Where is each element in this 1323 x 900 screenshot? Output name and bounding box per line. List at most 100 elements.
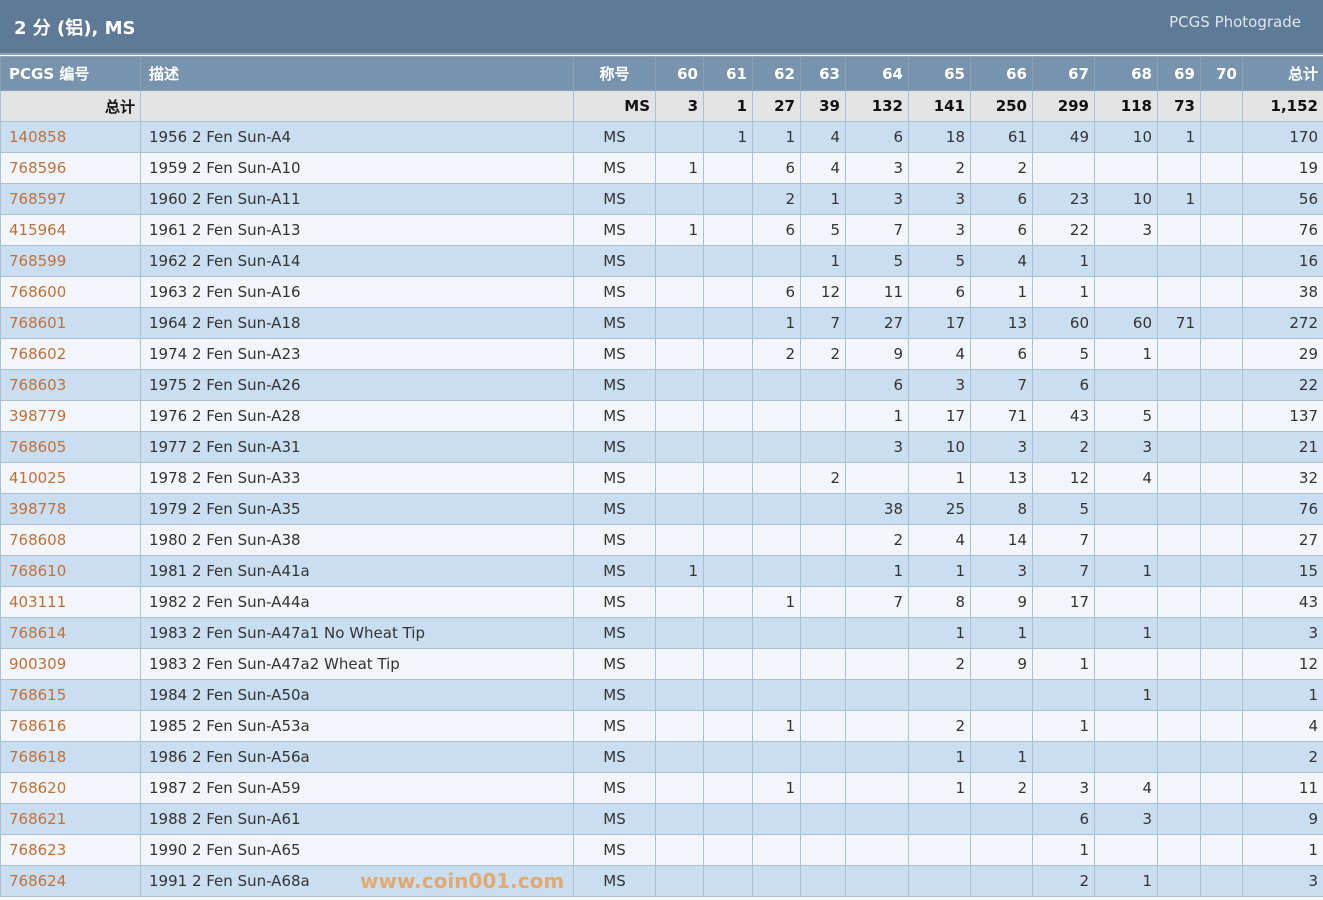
table-row: 768596 1959 2 Fen Sun-A10 MS 1 6 4 3 2 2 19	[0, 152, 1323, 184]
pcgs-code-link[interactable]: 768599	[0, 245, 141, 277]
col-grade-69[interactable]: 69	[1157, 56, 1201, 91]
pcgs-code-link[interactable]: 768610	[0, 555, 141, 587]
pcgs-code-link[interactable]: 768618	[0, 741, 141, 773]
grade-count-cell: 43	[1032, 400, 1095, 432]
grade-count-cell	[800, 555, 846, 587]
grade-count-cell	[655, 307, 704, 339]
col-grade-68[interactable]: 68	[1094, 56, 1158, 91]
pcgs-code-link[interactable]: 768608	[0, 524, 141, 556]
table-row: 768599 1962 2 Fen Sun-A14 MS 1 5 5 4 1 16	[0, 245, 1323, 277]
grade-count-cell	[845, 772, 909, 804]
row-total: 3	[1242, 865, 1323, 897]
table-row: 768615 1984 2 Fen Sun-A50a MS 1 1	[0, 679, 1323, 711]
column-header-row: PCGS 编号 描述 称号 60 61 62 63 64 65 66 67 68 69 70 总计	[0, 56, 1323, 91]
pcgs-code-link[interactable]: 398779	[0, 400, 141, 432]
grade-count-cell	[1200, 865, 1243, 897]
pcgs-code-link[interactable]: 768603	[0, 369, 141, 401]
table-row: 768608 1980 2 Fen Sun-A38 MS 2 4 14 7 27	[0, 524, 1323, 556]
grade-count-cell	[703, 369, 753, 401]
pcgs-code-link[interactable]: 768602	[0, 338, 141, 370]
grade-count-cell	[655, 710, 704, 742]
grade-count-cell: 2	[970, 152, 1033, 184]
grade-count-cell	[752, 865, 801, 897]
col-total[interactable]: 总计	[1242, 56, 1323, 91]
col-grade-60[interactable]: 60	[655, 56, 704, 91]
grade-count-cell: 4	[908, 338, 971, 370]
grade-count-cell: 3	[908, 369, 971, 401]
col-grade-62[interactable]: 62	[752, 56, 801, 91]
grade-count-cell	[1200, 803, 1243, 835]
designation: MS	[573, 865, 656, 897]
grade-count-cell: 1	[1157, 183, 1201, 215]
grade-count-cell: 5	[1032, 338, 1095, 370]
grade-count-cell: 3	[970, 555, 1033, 587]
col-grade-61[interactable]: 61	[703, 56, 753, 91]
grade-count-cell	[1157, 214, 1201, 246]
grade-count-cell: 1	[970, 276, 1033, 308]
grade-count-cell: 1	[908, 555, 971, 587]
col-designation[interactable]: 称号	[573, 56, 656, 91]
grade-count-cell	[703, 152, 753, 184]
pcgs-code-link[interactable]: 415964	[0, 214, 141, 246]
grade-count-cell: 1	[1032, 648, 1095, 680]
col-desc[interactable]: 描述	[140, 56, 574, 91]
pcgs-code-link[interactable]: 410025	[0, 462, 141, 494]
col-grade-70[interactable]: 70	[1200, 56, 1243, 91]
grade-count-cell	[1200, 214, 1243, 246]
pcgs-code-link[interactable]: 768621	[0, 803, 141, 835]
pcgs-code-link[interactable]: 900309	[0, 648, 141, 680]
pcgs-code-link[interactable]: 768624	[0, 865, 141, 897]
pcgs-code-link[interactable]: 768605	[0, 431, 141, 463]
grade-count-cell: 2	[970, 772, 1033, 804]
row-total: 137	[1242, 400, 1323, 432]
description: 1974 2 Fen Sun-A23	[140, 338, 574, 370]
grade-count-cell	[800, 679, 846, 711]
table-row: 768614 1983 2 Fen Sun-A47a1 No Wheat Tip M…	[0, 617, 1323, 649]
grade-count-cell: 3	[1032, 772, 1095, 804]
designation: MS	[573, 152, 656, 184]
pcgs-code-link[interactable]: 768616	[0, 710, 141, 742]
grade-count-cell	[752, 834, 801, 866]
grade-count-cell: 17	[1032, 586, 1095, 618]
page-title: 2 分 (铝), MS	[14, 18, 136, 39]
grade-count-cell: 6	[970, 214, 1033, 246]
grade-count-cell	[1032, 741, 1095, 773]
grade-count-cell	[800, 617, 846, 649]
pcgs-code-link[interactable]: 768623	[0, 834, 141, 866]
col-grade-66[interactable]: 66	[970, 56, 1033, 91]
pcgs-code-link[interactable]: 768601	[0, 307, 141, 339]
grade-count-cell: 60	[1032, 307, 1095, 339]
designation: MS	[573, 524, 656, 556]
pcgs-code-link[interactable]: 768614	[0, 617, 141, 649]
description: 1975 2 Fen Sun-A26	[140, 369, 574, 401]
pcgs-code-link[interactable]: 768600	[0, 276, 141, 308]
grade-count-cell	[655, 865, 704, 897]
table-row: 768618 1986 2 Fen Sun-A56a MS 1 1 2	[0, 741, 1323, 773]
total-grade-cell: 39	[800, 90, 846, 122]
total-grade-cell: 141	[908, 90, 971, 122]
col-grade-64[interactable]: 64	[845, 56, 909, 91]
pcgs-code-link[interactable]: 768597	[0, 183, 141, 215]
description: 1959 2 Fen Sun-A10	[140, 152, 574, 184]
pcgs-code-link[interactable]: 768615	[0, 679, 141, 711]
pcgs-code-link[interactable]: 140858	[0, 121, 141, 153]
designation: MS	[573, 648, 656, 680]
pcgs-code-link[interactable]: 403111	[0, 586, 141, 618]
pcgs-code-link[interactable]: 768620	[0, 772, 141, 804]
col-grade-67[interactable]: 67	[1032, 56, 1095, 91]
grade-count-cell	[1157, 679, 1201, 711]
grade-count-cell	[655, 772, 704, 804]
pcgs-code-link[interactable]: 768596	[0, 152, 141, 184]
designation: MS	[573, 369, 656, 401]
col-code[interactable]: PCGS 编号	[0, 56, 141, 91]
pcgs-code-link[interactable]: 398778	[0, 493, 141, 525]
grade-count-cell: 1	[1032, 710, 1095, 742]
photograde-link[interactable]: PCGS Photograde	[1169, 13, 1301, 31]
col-grade-63[interactable]: 63	[800, 56, 846, 91]
total-grade-cell: 250	[970, 90, 1033, 122]
designation: MS	[573, 772, 656, 804]
grade-count-cell: 6	[845, 121, 909, 153]
grade-count-cell	[1157, 803, 1201, 835]
col-grade-65[interactable]: 65	[908, 56, 971, 91]
grade-count-cell: 1	[1032, 834, 1095, 866]
